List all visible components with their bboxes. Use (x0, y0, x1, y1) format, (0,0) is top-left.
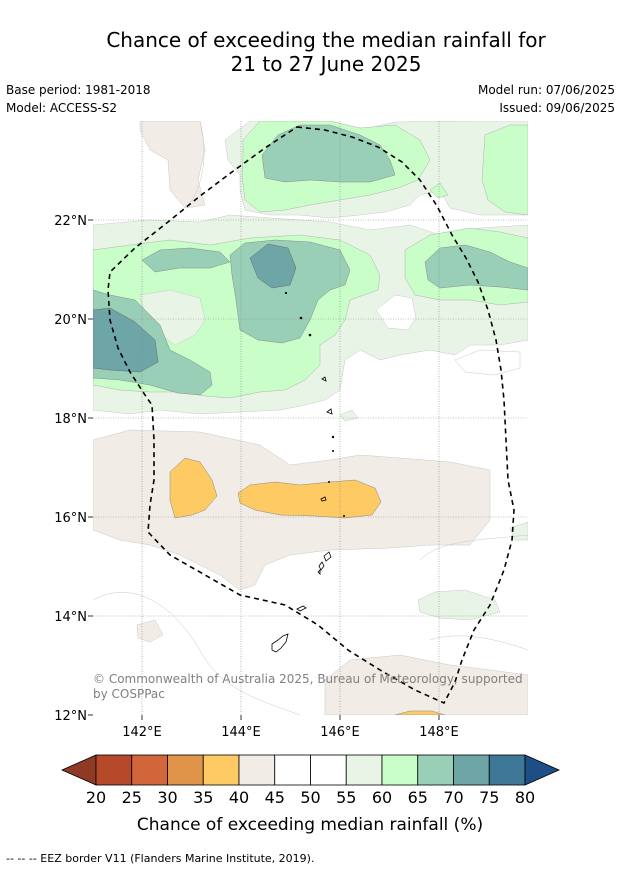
eez-border (107, 126, 515, 705)
map-title: Chance of exceeding the median rainfall … (0, 28, 621, 76)
lat-label-14n: 14°N (54, 610, 87, 625)
lon-label-148e: 148°E (419, 725, 459, 740)
lon-label-146e: 146°E (320, 725, 360, 740)
colorbar-segment (238, 754, 276, 786)
colorbar-tick-label: 65 (408, 788, 428, 807)
shade-band-35-40 (169, 457, 446, 715)
colorbar-segment (345, 754, 383, 786)
colorbar-segment (274, 754, 311, 786)
colorbar-tick-label: 40 (229, 788, 249, 807)
colorbar-tick-label: 50 (300, 788, 320, 807)
colorbar-title: Chance of exceeding median rainfall (%) (137, 815, 483, 835)
latitude-labels: 22°N 20°N 18°N 16°N 14°N 12°N (54, 214, 87, 724)
colorbar-tick-label: 30 (157, 788, 177, 807)
model-name: Model: ACCESS-S2 (6, 101, 118, 115)
colorbar-tick-label: 75 (479, 788, 499, 807)
colorbar-segment (453, 754, 490, 786)
map-plot-area (93, 121, 528, 715)
colorbar-segment (95, 754, 133, 786)
shade-band-45-55-islands (139, 289, 521, 376)
lat-label-20n: 20°N (54, 313, 87, 328)
lon-label-142e: 142°E (122, 725, 162, 740)
colorbar-tick-label: 35 (193, 788, 213, 807)
colorbar-over-arrow (524, 754, 560, 786)
model-run: Model run: 07/06/2025 (477, 83, 615, 97)
colorbar-tick-label: 45 (265, 788, 285, 807)
issued-date: Issued: 09/06/2025 (499, 101, 615, 115)
colorbar-labels: 20 25 30 35 40 45 50 55 60 65 70 75 80 (86, 788, 535, 807)
lat-label-18n: 18°N (54, 412, 87, 427)
eez-footnote: -- -- -- EEZ border V11 (Flanders Marine… (6, 852, 315, 865)
contour-lines (93, 121, 528, 715)
colorbar-segment (381, 754, 419, 786)
colorbar-segment (131, 754, 168, 786)
lat-label-22n: 22°N (54, 214, 87, 229)
longitude-labels: 142°E 144°E 146°E 148°E (122, 725, 459, 740)
colorbar-tick-label: 20 (86, 788, 106, 807)
colorbar-tick-label: 60 (372, 788, 392, 807)
colorbar-segment (202, 754, 240, 786)
colorbar-under-arrow (61, 754, 97, 786)
island-outlines (271, 291, 345, 653)
axis-ticks (88, 219, 440, 720)
meta-right: Model run: 07/06/2025 Issued: 09/06/2025 (478, 81, 615, 117)
colorbar-segment (310, 754, 347, 786)
colorbar-tick-label: 70 (443, 788, 463, 807)
title-line-2: 21 to 27 June 2025 (230, 52, 422, 76)
lon-label-144e: 144°E (221, 725, 261, 740)
gridlines (93, 121, 528, 715)
colorbar-tick-label: 55 (336, 788, 356, 807)
meta-left: Base period: 1981-2018 Model: ACCESS-S2 (6, 81, 151, 117)
title-line-1: Chance of exceeding the median rainfall … (106, 28, 546, 52)
lat-label-16n: 16°N (54, 511, 87, 526)
colorbar-segment (417, 754, 454, 786)
base-period: Base period: 1981-2018 (6, 83, 151, 97)
colorbar (61, 754, 560, 786)
copyright-notice: © Commonwealth of Australia 2025, Bureau… (93, 672, 523, 701)
colorbar-segment (167, 754, 204, 786)
colorbar-segment (488, 754, 526, 786)
colorbar-tick-label: 80 (515, 788, 535, 807)
lat-label-12n: 12°N (54, 709, 87, 724)
colorbar-tick-label: 25 (122, 788, 142, 807)
